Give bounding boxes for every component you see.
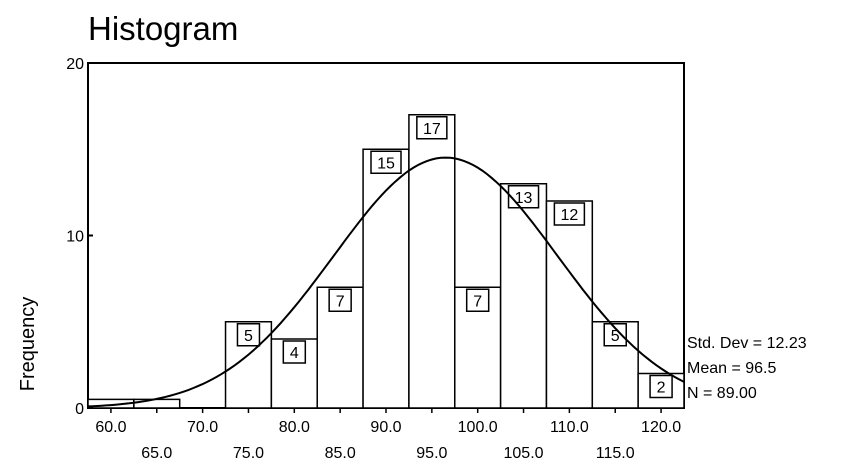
- bar-value-label: 2: [657, 380, 666, 397]
- bar-value-box: [370, 150, 402, 174]
- x-tick-label: 120.0: [641, 419, 681, 436]
- x-tick-label: 115.0: [596, 445, 635, 462]
- x-tick-label: 80.0: [279, 419, 310, 436]
- bar-value-box: [236, 323, 261, 347]
- stat-annotation: Std. Dev = 12.23: [687, 335, 807, 352]
- stat-annotation: Mean = 96.5: [687, 360, 777, 377]
- bars-group: 5 4 7 15 17 7 13 12 5 2: [87, 114, 685, 409]
- chart-title: Histogram: [88, 10, 238, 47]
- histogram-bar: [545, 200, 594, 409]
- x-tick-label: 85.0: [325, 445, 356, 462]
- stat-annotation: N = 89.00: [687, 385, 757, 402]
- y-tick-label: 20: [66, 56, 84, 73]
- bar-value-label: 17: [423, 121, 441, 138]
- x-tick-label: 65.0: [141, 445, 172, 462]
- bar-value-label: 12: [560, 207, 578, 224]
- x-tick-label: 90.0: [370, 419, 401, 436]
- bar-value-box: [465, 288, 490, 312]
- bar-value-label: 4: [290, 345, 299, 362]
- normal-curve: [87, 156, 685, 408]
- y-axis-label: Frequency: [17, 297, 39, 392]
- y-tick-label: 0: [75, 401, 84, 418]
- bar-value-box: [603, 323, 627, 347]
- x-ticks-group: 60.0 70.0 80.0 90.0 100.0 110.0 120.0 65.0 75.0 8…: [95, 408, 681, 462]
- bar-value-label: 5: [611, 328, 620, 345]
- bar-value-box: [649, 374, 673, 399]
- bar-value-box: [553, 202, 586, 226]
- histogram-bar: [133, 398, 181, 409]
- x-tick-label: 100.0: [458, 419, 498, 436]
- bar-value-label: 7: [473, 293, 482, 310]
- bar-value-label: 15: [377, 155, 395, 172]
- bar-value-label: 5: [244, 328, 253, 345]
- histogram-bar: [362, 148, 410, 409]
- x-tick-label: 105.0: [504, 445, 544, 462]
- bar-value-label: 7: [336, 293, 345, 310]
- x-tick-label: 95.0: [416, 445, 447, 462]
- x-tick-label: 60.0: [95, 419, 126, 436]
- histogram-bar: [499, 183, 548, 409]
- x-tick-label: 70.0: [187, 419, 218, 436]
- y-tick-label: 10: [66, 229, 84, 246]
- histogram-bar: [408, 114, 456, 409]
- x-tick-label: 110.0: [550, 419, 589, 436]
- bar-value-box: [282, 340, 307, 364]
- bar-value-box: [416, 116, 448, 140]
- bar-value-box: [328, 288, 352, 312]
- stats-group: Std. Dev = 12.23 Mean = 96.5 N = 89.00: [687, 335, 807, 402]
- curve-group: [87, 156, 685, 408]
- y-ticks-group: 0 10 20: [66, 56, 93, 418]
- bar-value-label: 13: [515, 190, 533, 207]
- x-tick-label: 75.0: [233, 445, 264, 462]
